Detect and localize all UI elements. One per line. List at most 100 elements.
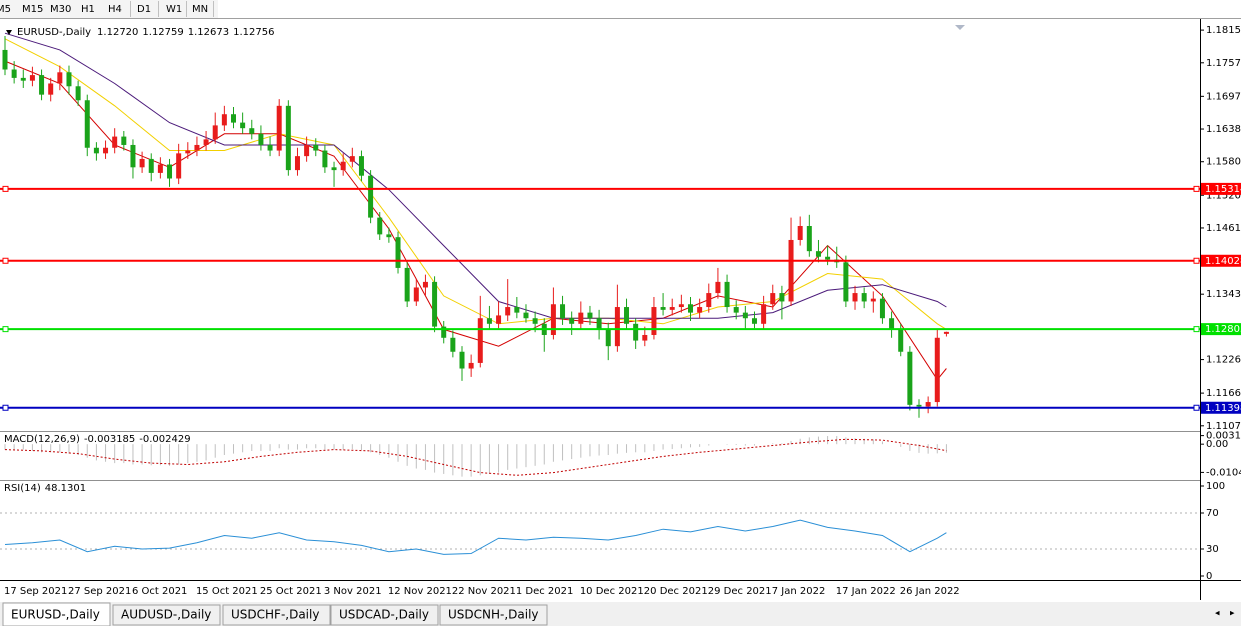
timeframe-button[interactable]: M15 xyxy=(22,4,43,15)
tab-scroll-left[interactable]: ◂ xyxy=(1215,609,1220,619)
timeframe-button[interactable]: MN xyxy=(192,4,208,15)
candle-body xyxy=(889,318,895,330)
candle-body xyxy=(797,226,803,240)
level-handle xyxy=(2,326,9,333)
candle-body xyxy=(578,312,584,324)
candle-body xyxy=(843,262,849,302)
candle-body xyxy=(916,404,922,407)
candle-body xyxy=(249,128,255,134)
x-tick-label: 3 Nov 2021 xyxy=(324,586,382,597)
indicator-name: RSI(14) xyxy=(4,483,41,494)
level-label-box xyxy=(1201,401,1241,414)
candle-body xyxy=(349,156,355,162)
candle-body xyxy=(84,100,90,148)
y-tick-label: 1.11075 xyxy=(1206,421,1241,432)
candle-body xyxy=(660,307,666,310)
tab[interactable] xyxy=(439,604,548,626)
candle-body xyxy=(733,307,739,313)
candle-body xyxy=(605,329,611,347)
candle-body xyxy=(907,351,913,405)
tab-label[interactable]: USDCNH-,Daily xyxy=(448,608,539,622)
candle-body xyxy=(825,256,831,260)
level-label: 1.15314 xyxy=(1205,184,1241,195)
level-label: 1.14028 xyxy=(1205,256,1241,267)
candle-body xyxy=(194,144,200,151)
tab[interactable] xyxy=(112,604,221,626)
tab-label[interactable]: EURUSD-,Daily xyxy=(11,608,100,622)
y-tick-label: 1.11660 xyxy=(1206,388,1241,399)
tab[interactable] xyxy=(222,604,331,626)
candle-body xyxy=(167,164,173,179)
timeframe-button[interactable]: H1 xyxy=(81,4,95,15)
candle-body xyxy=(304,144,310,157)
x-tick-label: 26 Jan 2022 xyxy=(900,586,960,597)
candle-body xyxy=(624,307,630,324)
candle-body xyxy=(395,237,401,268)
tab-label[interactable]: USDCHF-,Daily xyxy=(231,608,319,622)
indicator-name: MACD(12,26,9) xyxy=(4,434,80,445)
ohlc: 1.12673 xyxy=(188,27,229,38)
candle-body xyxy=(560,304,566,319)
timeframe-button[interactable]: D1 xyxy=(137,4,151,15)
candle-body xyxy=(276,105,282,151)
x-tick-label: 1 Dec 2021 xyxy=(516,586,574,597)
level-label-box xyxy=(1201,182,1241,195)
candle-body xyxy=(477,318,483,363)
candle-body xyxy=(240,122,246,129)
tab[interactable] xyxy=(330,604,439,626)
x-tick-label: 12 Nov 2021 xyxy=(388,586,452,597)
candle-body xyxy=(925,402,931,407)
candle-body xyxy=(898,329,904,352)
y-tick-label: 1.13430 xyxy=(1206,289,1241,300)
candle-body xyxy=(514,307,520,313)
y-tick-label: 1.18155 xyxy=(1206,25,1241,36)
candle-body xyxy=(20,77,26,81)
candle-body xyxy=(121,136,127,145)
candle-body xyxy=(139,158,145,168)
candle-body xyxy=(267,144,273,151)
timeframe-button[interactable]: M5 xyxy=(0,4,11,15)
tab-label[interactable]: AUDUSD-,Daily xyxy=(121,608,211,622)
x-tick-label: 25 Oct 2021 xyxy=(260,586,322,597)
candle-body xyxy=(669,307,675,310)
candle-body xyxy=(285,105,291,171)
y-tick-label: 1.12260 xyxy=(1206,355,1241,366)
candle-body xyxy=(751,318,757,324)
candle-body xyxy=(496,315,502,324)
x-tick-label: 7 Jan 2022 xyxy=(772,586,826,597)
macd-label: MACD(12,26,9) -0.003185 -0.002429 xyxy=(4,434,191,445)
candle-body xyxy=(505,307,511,316)
candle-body xyxy=(2,49,8,70)
tab[interactable] xyxy=(2,602,111,626)
symbol: EURUSD-,Daily xyxy=(17,27,91,38)
level-label-box xyxy=(1201,254,1241,267)
y-tick-label: 1.17570 xyxy=(1206,58,1241,69)
candle-body xyxy=(459,351,465,369)
timeframe-button[interactable]: W1 xyxy=(166,4,182,15)
candle-body xyxy=(852,293,858,302)
candle-body xyxy=(48,83,54,95)
candle-body xyxy=(57,72,63,84)
candle-body xyxy=(331,167,337,171)
candle-body xyxy=(569,318,575,324)
rsi-line xyxy=(4,519,947,555)
y-tick-label: 70 xyxy=(1206,508,1219,519)
timeframe-button[interactable]: M30 xyxy=(50,4,71,15)
candle-body xyxy=(523,312,529,319)
candle-body xyxy=(486,318,492,324)
tab-scroll-right[interactable]: ▸ xyxy=(1230,609,1235,619)
timeframe-button[interactable]: H4 xyxy=(108,4,122,15)
candle-body xyxy=(176,153,182,179)
candle-body xyxy=(724,281,730,308)
candle-body xyxy=(934,337,940,403)
y-tick-label: 0.003165 xyxy=(1206,431,1241,442)
candle-body xyxy=(614,307,620,347)
candle-body xyxy=(870,298,876,302)
level-handle xyxy=(2,404,9,411)
candle-body xyxy=(742,312,748,319)
y-tick-label: 1.15200 xyxy=(1206,190,1241,201)
candle-body xyxy=(706,293,712,308)
candle-body xyxy=(788,239,794,302)
tab-label[interactable]: USDCAD-,Daily xyxy=(339,608,429,622)
